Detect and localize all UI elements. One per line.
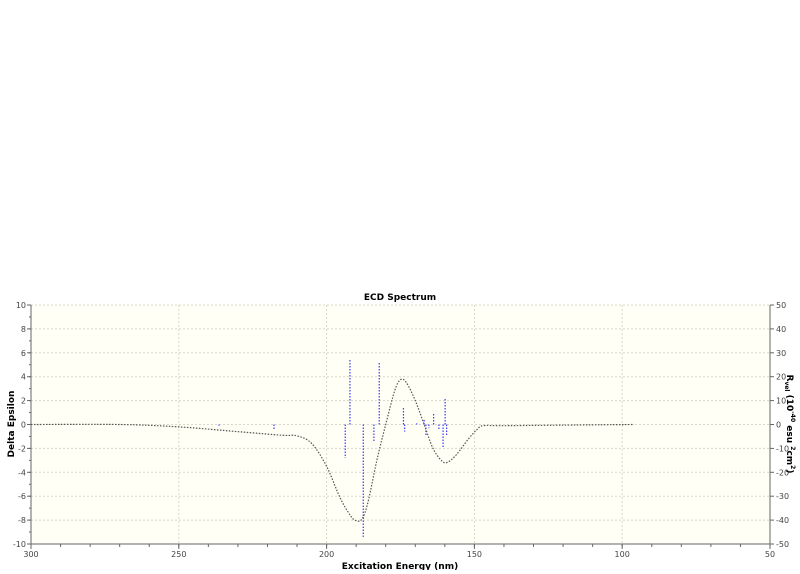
x-tick-label: 250 xyxy=(171,550,186,559)
y2-tick-label: 10 xyxy=(776,397,786,406)
x-axis-label: Excitation Energy (nm) xyxy=(342,562,458,570)
axes: 300 250 200 150 100 501086420-2-4-6-8-1050403… xyxy=(13,301,789,559)
x-tick-label: 150 xyxy=(467,550,482,559)
y2-tick-label: -20 xyxy=(776,468,789,477)
y-tick-label: 8 xyxy=(21,325,26,334)
y-tick-label: -4 xyxy=(18,468,26,477)
y2-tick-label: 30 xyxy=(776,349,786,358)
x-tick-label: 50 xyxy=(765,550,775,559)
y2-tick-label: -40 xyxy=(776,516,789,525)
y2-axis-label: Rvel (10-40 esu 2cm2) xyxy=(783,375,796,474)
y2-tick-label: -50 xyxy=(776,540,789,549)
y-tick-label: -8 xyxy=(18,516,26,525)
chart-title: ECD Spectrum xyxy=(364,293,436,303)
y-tick-label: 4 xyxy=(21,373,26,382)
y-axis-label: Delta Epsilon xyxy=(7,391,17,458)
x-tick-label: 100 xyxy=(615,550,630,559)
y-tick-label: 0 xyxy=(21,421,26,430)
y-tick-label: 2 xyxy=(21,397,26,406)
y-tick-label: -10 xyxy=(13,540,26,549)
rotatory-strength-sticks xyxy=(218,359,448,537)
x-tick-label: 200 xyxy=(319,550,334,559)
y2-tick-label: 40 xyxy=(776,325,786,334)
y2-tick-label: 0 xyxy=(776,421,781,430)
y-tick-label: 6 xyxy=(21,349,26,358)
y2-tick-label: 50 xyxy=(776,301,786,310)
y-tick-label: -6 xyxy=(18,492,26,501)
y2-tick-label: -30 xyxy=(776,492,789,501)
y-tick-label: 10 xyxy=(16,301,26,310)
x-tick-label: 300 xyxy=(23,550,38,559)
y-tick-label: -2 xyxy=(18,444,26,453)
y2-tick-label: 20 xyxy=(776,373,786,382)
y2-tick-label: -10 xyxy=(776,444,789,453)
